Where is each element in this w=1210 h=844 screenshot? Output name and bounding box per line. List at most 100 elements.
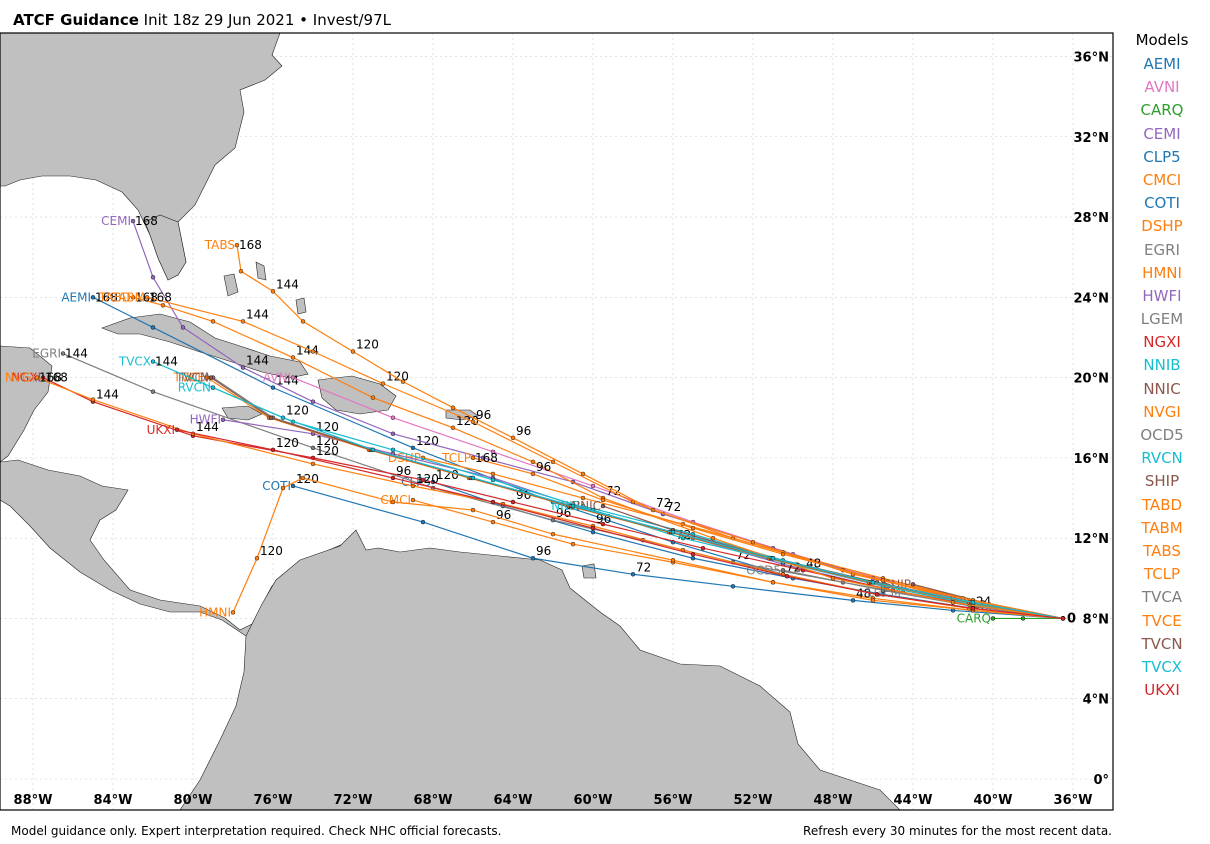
track-tclp: 96 TCLP 168 xyxy=(441,451,1066,621)
track-hmni: 120 HMNI xyxy=(199,475,1066,621)
track-egri: 72 96 120 EGRI 144 xyxy=(32,347,1066,621)
track-point xyxy=(34,375,40,380)
legend-item-clp5: CLP5 xyxy=(1143,147,1181,166)
track-point xyxy=(270,447,276,453)
track-point xyxy=(870,598,876,603)
track-point xyxy=(770,556,776,561)
track-point xyxy=(208,375,214,380)
legend-item-carq: CARQ xyxy=(1140,101,1184,120)
track-point xyxy=(268,415,274,420)
lon-label: 80°W xyxy=(174,793,213,808)
track-point xyxy=(470,507,476,513)
tau-label: 120 xyxy=(386,370,409,384)
legend-item-tclp: TCLP xyxy=(1143,565,1181,584)
tau-label: 96 xyxy=(516,424,531,438)
track-point xyxy=(510,499,516,505)
track-model-label: UKXI xyxy=(147,423,175,437)
lon-label: 60°W xyxy=(574,793,613,808)
track-point xyxy=(590,483,596,489)
track-tabs: 72 96 120 144 TABS 168 xyxy=(204,238,1066,621)
legend-item-tvcn: TVCN xyxy=(1141,634,1183,653)
track-model-label: HMNI xyxy=(199,605,231,619)
track-point xyxy=(174,427,180,432)
tau-label: 120 xyxy=(276,436,299,450)
track-point xyxy=(150,325,156,330)
track-point xyxy=(670,529,676,535)
track-point xyxy=(370,395,376,400)
legend-item-nnib: NNIB xyxy=(1143,356,1181,375)
track-point xyxy=(710,535,716,541)
track-model-label: EGRI xyxy=(32,347,61,361)
track-point xyxy=(490,449,496,455)
track-point xyxy=(390,499,396,505)
legend-item-nnic: NNIC xyxy=(1143,379,1181,398)
lon-label: 68°W xyxy=(414,793,453,808)
track-point xyxy=(130,218,136,224)
lon-label: 64°W xyxy=(494,793,533,808)
lon-label: 48°W xyxy=(814,793,853,808)
track-point xyxy=(600,497,606,503)
track-carq: CARQ xyxy=(957,611,1066,625)
track-point xyxy=(530,556,536,561)
track-point xyxy=(550,517,556,523)
track-point xyxy=(970,606,976,611)
track-point xyxy=(590,529,596,535)
legend-item-cmci: CMCI xyxy=(1142,170,1182,189)
track-point xyxy=(770,580,776,585)
track-point xyxy=(240,319,246,324)
track-point xyxy=(480,455,486,461)
track-point xyxy=(400,379,406,384)
tau-label: 144 xyxy=(196,420,219,434)
track-point xyxy=(874,592,880,597)
legend-item-lgem: LGEM xyxy=(1140,310,1184,329)
track-end-tau: 168 xyxy=(135,214,158,228)
tau-label: 120 xyxy=(260,544,283,558)
track-point xyxy=(420,519,426,525)
tau-label: 144 xyxy=(96,388,119,402)
legend-item-hwfi: HWFI xyxy=(1142,286,1182,305)
track-point xyxy=(690,525,696,531)
tau-label: 96 xyxy=(396,464,411,478)
map-title: ATCF Guidance xyxy=(13,11,139,29)
track-point xyxy=(144,295,150,300)
track-point xyxy=(210,319,216,324)
tau-label: 120 xyxy=(316,444,339,458)
tau-label: 96 xyxy=(496,508,511,522)
track-model-label: TABS xyxy=(204,238,235,252)
lat-label: 4°N xyxy=(1083,693,1109,708)
track-point xyxy=(450,405,456,410)
track-point xyxy=(390,431,396,436)
land-masses xyxy=(0,33,901,810)
track-point xyxy=(150,359,156,364)
track-model-label: AEMI xyxy=(61,290,91,304)
track-point xyxy=(230,610,236,615)
tau-label: 72 xyxy=(666,500,681,514)
track-end-tau: 168 xyxy=(95,290,118,304)
track-point xyxy=(270,289,276,294)
track-line xyxy=(472,457,1064,620)
lat-label: 32°N xyxy=(1074,131,1109,146)
tau-label: 120 xyxy=(286,404,309,418)
track-point xyxy=(700,545,706,551)
track-point xyxy=(370,447,376,453)
lon-label: 44°W xyxy=(894,793,933,808)
track-point xyxy=(750,539,756,545)
track-point xyxy=(380,381,386,386)
tau-label: 96 xyxy=(476,408,491,422)
track-end-tau: 144 xyxy=(155,355,178,369)
track-point xyxy=(570,503,576,509)
track-point xyxy=(254,556,260,561)
legend-item-coti: COTI xyxy=(1144,194,1180,213)
track-point xyxy=(730,584,736,589)
track-ukxi: 96 120 UKXI xyxy=(147,423,1066,621)
track-point xyxy=(580,495,586,501)
track-point xyxy=(590,525,596,531)
lat-label: 12°N xyxy=(1074,532,1109,547)
track-line xyxy=(236,245,1064,620)
legend-title: Models xyxy=(1135,31,1189,49)
tau-label: 72 xyxy=(656,496,671,510)
track-point xyxy=(510,435,516,441)
tau-label: 144 xyxy=(276,277,299,291)
track-line xyxy=(176,429,1064,620)
lon-label: 76°W xyxy=(254,793,293,808)
